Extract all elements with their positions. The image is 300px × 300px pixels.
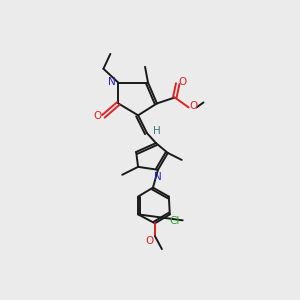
Text: O: O (93, 111, 102, 121)
Text: N: N (109, 76, 116, 87)
Text: O: O (178, 76, 187, 87)
Text: Cl: Cl (169, 216, 180, 226)
Text: H: H (153, 126, 161, 136)
Text: O: O (146, 236, 154, 246)
Text: O: O (190, 101, 198, 111)
Text: N: N (154, 172, 162, 182)
